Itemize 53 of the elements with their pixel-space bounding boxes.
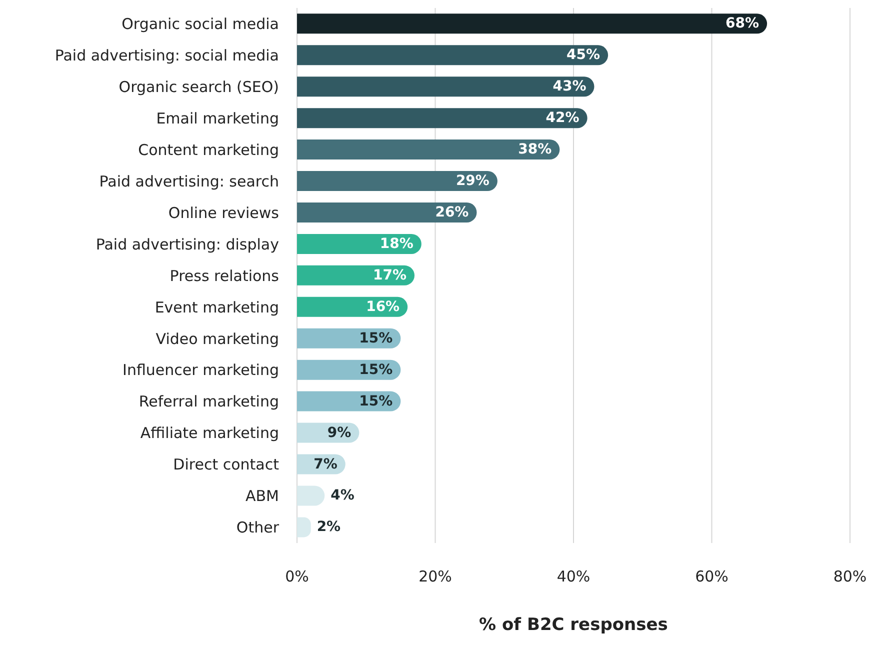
bar bbox=[297, 140, 560, 160]
y-tick-label: Other bbox=[236, 518, 280, 537]
data-label: 2% bbox=[316, 519, 341, 536]
data-label: 42% bbox=[546, 110, 580, 126]
y-tick-label: Organic social media bbox=[122, 15, 279, 34]
bar bbox=[297, 171, 498, 192]
bar bbox=[297, 328, 401, 348]
data-label: 15% bbox=[359, 362, 393, 378]
data-label: 18% bbox=[380, 236, 414, 252]
y-tick-label: Event marketing bbox=[154, 298, 279, 316]
bar bbox=[297, 296, 408, 317]
y-tick-label: Email marketing bbox=[156, 109, 279, 128]
data-label: 26% bbox=[435, 204, 469, 220]
data-label: 43% bbox=[552, 78, 586, 95]
bar bbox=[297, 45, 608, 66]
bar bbox=[297, 360, 401, 380]
y-tick-label: Press relations bbox=[170, 266, 280, 285]
data-label: 38% bbox=[518, 142, 552, 158]
bar bbox=[297, 234, 422, 254]
y-tick-label: Affiliate marketing bbox=[140, 424, 279, 442]
y-tick-label: Paid advertising: display bbox=[96, 235, 280, 254]
y-tick-label: Influencer marketing bbox=[122, 361, 279, 380]
y-tick-label: Referral marketing bbox=[138, 392, 279, 411]
y-tick-label: ABM bbox=[246, 487, 279, 506]
x-axis-title: % of B2C responses bbox=[479, 615, 668, 635]
data-label: 17% bbox=[372, 267, 407, 284]
data-label: 45% bbox=[566, 47, 600, 64]
data-label: 7% bbox=[314, 456, 338, 472]
y-tick-label: Paid advertising: search bbox=[99, 172, 279, 190]
y-tick-label: Online reviews bbox=[168, 204, 280, 222]
x-tick-label: 60% bbox=[695, 568, 728, 586]
x-tick-label: 0% bbox=[285, 568, 309, 586]
x-tick-label: 20% bbox=[418, 568, 452, 586]
bar bbox=[297, 265, 415, 286]
x-tick-label: 80% bbox=[833, 568, 867, 586]
data-label: 16% bbox=[366, 298, 400, 315]
y-tick-label: Direct contact bbox=[173, 456, 280, 474]
data-label: 29% bbox=[456, 173, 490, 190]
bar bbox=[297, 202, 477, 222]
data-label: 4% bbox=[330, 488, 354, 504]
y-tick-label: Organic search (SEO) bbox=[118, 78, 279, 96]
data-label: 15% bbox=[359, 393, 393, 410]
data-label: 9% bbox=[327, 424, 352, 441]
x-tick-label: 40% bbox=[556, 568, 590, 586]
data-label: 15% bbox=[359, 330, 393, 346]
y-tick-label: Paid advertising: social media bbox=[54, 46, 279, 65]
bar bbox=[297, 391, 401, 412]
y-tick-label: Video marketing bbox=[156, 330, 279, 348]
bar bbox=[297, 108, 588, 128]
bar bbox=[297, 14, 768, 34]
y-tick-label: Content marketing bbox=[138, 140, 279, 159]
data-label: 68% bbox=[726, 16, 760, 32]
bar bbox=[297, 76, 594, 97]
